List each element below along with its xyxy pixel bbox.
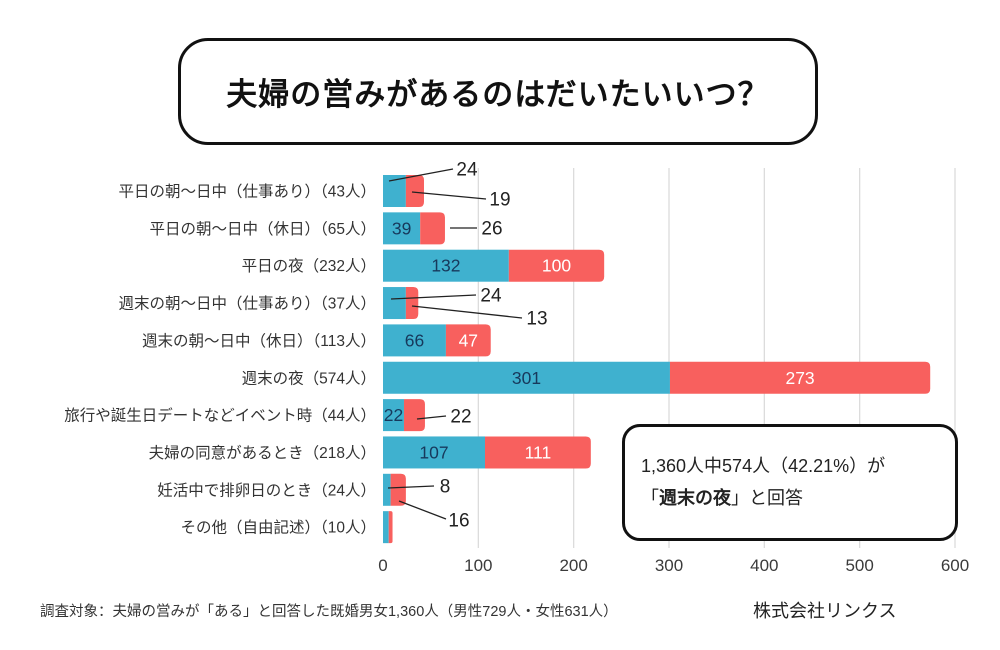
category-label-3: 週末の朝～日中（仕事あり）（37人） xyxy=(119,295,377,313)
category-label-9: その他（自由記述）（10人） xyxy=(181,519,377,537)
value-label-blue-8: 8 xyxy=(440,477,451,498)
bar-segment-red-5 xyxy=(669,361,931,394)
leader-line-blue-8 xyxy=(387,485,435,489)
leader-line-blue-3 xyxy=(390,294,477,300)
bar-segment-red-1 xyxy=(420,212,445,245)
value-label-blue-7: 107 xyxy=(419,442,448,462)
x-tick-label-300: 300 xyxy=(655,556,683,575)
x-tick-label-600: 600 xyxy=(941,556,969,575)
bar-segment-blue-2 xyxy=(383,249,509,282)
bar-segment-blue-8 xyxy=(383,473,391,506)
category-label-5: 週末の夜（574人） xyxy=(242,369,376,387)
annotation-line2: 「週末の夜」と回答 xyxy=(641,487,803,508)
bar-segment-blue-9 xyxy=(383,511,389,544)
annotation-box: 1,360人中574人（42.21%）が 「週末の夜」と回答 xyxy=(622,424,958,541)
value-label-blue-2: 132 xyxy=(431,256,460,276)
value-label-blue-0: 24 xyxy=(456,160,478,181)
bar-segment-red-0 xyxy=(405,175,424,207)
value-label-blue-3: 24 xyxy=(480,286,502,307)
value-label-red-2: 100 xyxy=(542,256,571,276)
bar-segment-blue-4 xyxy=(383,324,446,357)
category-label-7: 夫婦の同意があるとき（218人） xyxy=(149,443,376,462)
leader-line-red-6 xyxy=(416,415,447,420)
bar-segment-blue-5 xyxy=(383,361,670,394)
annotation-bold-answer: 週末の夜 xyxy=(659,487,731,508)
bar-segment-blue-6 xyxy=(383,399,404,432)
value-label-blue-5: 301 xyxy=(512,368,541,388)
company-name: 株式会社リンクス xyxy=(753,601,897,621)
x-tick-label-100: 100 xyxy=(464,556,492,575)
x-tick-label-0: 0 xyxy=(378,556,387,575)
value-label-blue-4: 66 xyxy=(405,330,424,350)
value-label-red-4: 47 xyxy=(459,330,478,350)
value-label-blue-1: 39 xyxy=(392,218,411,238)
category-label-0: 平日の朝～日中（仕事あり）（43人） xyxy=(119,183,377,201)
bar-segment-blue-1 xyxy=(383,212,421,245)
bar-segment-blue-0 xyxy=(383,175,406,207)
leader-line-red-8 xyxy=(398,500,447,520)
value-label-red-3: 13 xyxy=(526,309,547,330)
category-label-1: 平日の朝～日中（休日）（65人） xyxy=(150,220,377,238)
bar-segment-blue-3 xyxy=(383,287,406,320)
value-label-red-6: 22 xyxy=(450,407,471,428)
value-label-blue-6: 22 xyxy=(384,405,403,425)
bar-segment-red-4 xyxy=(445,324,491,357)
bar-segment-red-8 xyxy=(390,473,406,506)
category-label-6: 旅行や誕生日デートなどイベント時（44人） xyxy=(64,406,376,425)
bar-segment-red-7 xyxy=(485,436,591,469)
leader-line-blue-0 xyxy=(388,168,454,182)
bar-segment-blue-7 xyxy=(383,436,486,469)
annotation-line1: 1,360人中574人（42.21%）が xyxy=(641,456,886,476)
leader-line-red-3 xyxy=(411,305,523,319)
bar-segment-red-6 xyxy=(403,399,425,432)
bar-segment-red-2 xyxy=(508,249,605,282)
survey-target-note: 調査対象：夫婦の営みが「ある」と回答した既婚男女1,360人（男性729人・女性… xyxy=(40,604,618,620)
leader-line-red-0 xyxy=(411,191,487,200)
value-label-red-7: 111 xyxy=(525,442,552,462)
x-tick-label-200: 200 xyxy=(559,556,587,575)
x-tick-label-400: 400 xyxy=(750,556,778,575)
value-label-red-1: 26 xyxy=(481,219,502,240)
category-label-4: 週末の朝～日中（休日）（113人） xyxy=(142,332,376,350)
x-tick-label-500: 500 xyxy=(845,556,873,575)
bar-segment-red-3 xyxy=(405,287,419,320)
page-title: 夫婦の営みがあるのはだいたいいつ？ xyxy=(226,77,770,112)
value-label-red-8: 16 xyxy=(448,511,469,532)
value-label-red-5: 273 xyxy=(785,368,814,388)
title-box: 夫婦の営みがあるのはだいたいいつ？ xyxy=(178,38,818,145)
category-label-8: 妊活中で排卵日のとき（24人） xyxy=(157,481,376,499)
bar-segment-red-9 xyxy=(388,511,393,544)
value-label-red-0: 19 xyxy=(489,190,510,211)
category-label-2: 平日の夜（232人） xyxy=(242,257,376,275)
